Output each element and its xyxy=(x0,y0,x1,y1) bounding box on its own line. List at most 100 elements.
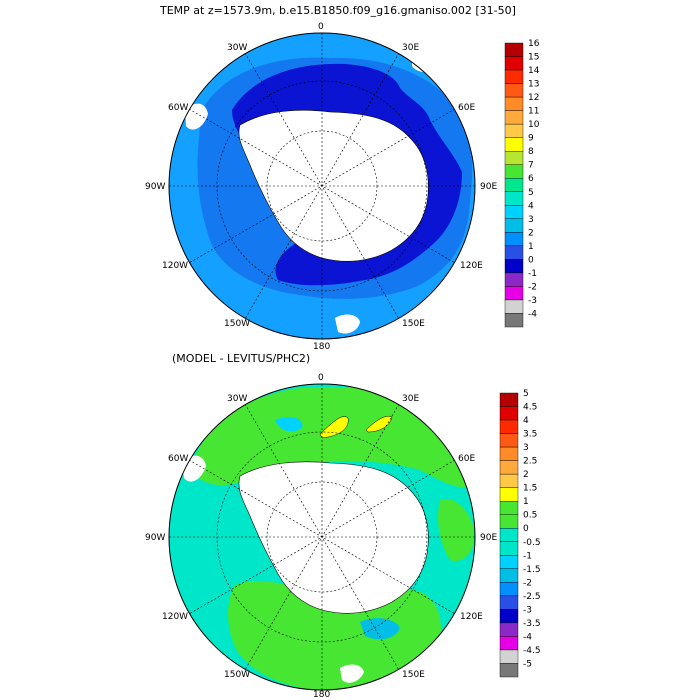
top-colorbar-label-11: 5 xyxy=(528,188,534,198)
top-colorbar-label-15: 1 xyxy=(528,242,534,252)
bottom-lon-60w: 60W xyxy=(168,454,188,464)
top-land-nz xyxy=(335,314,360,334)
bottom-lon-150e: 150E xyxy=(402,670,425,680)
bottom-colorbar-swatch-5 xyxy=(499,460,519,475)
bottom-colorbar-swatch-15 xyxy=(499,595,519,610)
bottom-colorbar-swatch-1 xyxy=(499,406,519,421)
bottom-colorbar-label-1: 4.5 xyxy=(523,403,537,413)
top-graticule xyxy=(169,33,475,339)
top-lon-0: 0 xyxy=(318,22,324,32)
bottom-colorbar-label-16: -3 xyxy=(523,605,532,615)
top-colorbar-label-16: 0 xyxy=(528,255,534,265)
top-colorbar-swatch-13 xyxy=(504,218,524,233)
bottom-colorbar-label-11: -0.5 xyxy=(523,538,541,548)
top-land-sa xyxy=(185,103,208,130)
top-colorbar-label-17: -1 xyxy=(528,269,537,279)
bottom-colorbar-label-6: 2 xyxy=(523,470,529,480)
bottom-colorbar-label-5: 2.5 xyxy=(523,457,537,467)
bottom-colorbar-label-3: 3.5 xyxy=(523,430,537,440)
top-lon-90w: 90W xyxy=(145,182,165,192)
bottom-colorbar-swatch-18 xyxy=(499,636,519,651)
top-colorbar-swatch-6 xyxy=(504,123,524,138)
top-colorbar-label-12: 4 xyxy=(528,201,534,211)
bottom-colorbar-label-9: 0.5 xyxy=(523,511,537,521)
bottom-colorbar-swatch-17 xyxy=(499,622,519,637)
bottom-lon-180: 180 xyxy=(313,690,330,700)
bottom-colorbar-label-8: 1 xyxy=(523,497,529,507)
top-lon-180: 180 xyxy=(313,342,330,352)
top-colorbar-label-6: 10 xyxy=(528,120,540,130)
top-polar-map xyxy=(169,33,475,339)
top-lon-60e: 60E xyxy=(458,103,475,113)
bottom-panel-title: (MODEL - LEVITUS/PHC2) xyxy=(172,352,310,365)
bottom-lon-30w: 30W xyxy=(227,394,247,404)
bottom-lon-120e: 120E xyxy=(460,612,483,622)
top-colorbar-label-2: 14 xyxy=(528,66,540,76)
bottom-colorbar-swatch-6 xyxy=(499,473,519,488)
top-lon-150w: 150W xyxy=(224,319,250,329)
bottom-colorbar-swatch-12 xyxy=(499,555,519,570)
bottom-land-nz xyxy=(340,664,364,683)
top-lon-30e: 30E xyxy=(402,43,419,53)
bottom-colorbar-swatch-13 xyxy=(499,568,519,583)
bottom-colorbar-swatch-8 xyxy=(499,500,519,515)
bottom-colorbar-swatch-19 xyxy=(499,649,519,664)
bottom-yellow-patch-2 xyxy=(365,416,393,433)
top-colorbar-label-18: -2 xyxy=(528,282,537,292)
bottom-colorbar-label-2: 4 xyxy=(523,416,529,426)
top-colorbar-label-10: 6 xyxy=(528,174,534,184)
bottom-antarctica xyxy=(238,461,429,614)
bottom-colorbar-label-18: -4 xyxy=(523,632,532,642)
top-colorbar-swatch-15 xyxy=(504,245,524,260)
top-colorbar-swatch-10 xyxy=(504,178,524,192)
bottom-colorbar-swatch-4 xyxy=(499,446,519,461)
top-lon-60w: 60W xyxy=(168,103,188,113)
top-lon-90e: 90E xyxy=(480,182,497,192)
top-colorbar-swatch-20 xyxy=(504,313,524,328)
top-colorbar-label-9: 7 xyxy=(528,161,534,171)
bottom-map-border xyxy=(168,383,476,691)
top-colorbar-label-7: 9 xyxy=(528,134,534,144)
top-colorbar-swatch-12 xyxy=(504,205,524,220)
bottom-colorbar-swatch-7 xyxy=(499,487,519,502)
bottom-lon-150w: 150W xyxy=(224,670,250,680)
top-colorbar-swatch-2 xyxy=(504,69,524,84)
bottom-yellow-patch-1 xyxy=(319,416,349,439)
top-colorbar-swatch-1 xyxy=(504,56,524,71)
bottom-blue-patch-1 xyxy=(360,618,400,640)
bottom-colorbar-swatch-16 xyxy=(499,609,519,624)
top-colorbar-swatch-7 xyxy=(504,137,524,152)
bottom-colorbar-label-0: 5 xyxy=(523,389,529,399)
top-colorbar-swatch-19 xyxy=(504,299,524,314)
top-colorbar-swatch-16 xyxy=(504,259,524,274)
top-colorbar-label-8: 8 xyxy=(528,147,534,157)
bottom-colorbar-label-20: -5 xyxy=(523,659,532,669)
bottom-polar-map xyxy=(169,384,475,690)
top-map-border xyxy=(168,32,476,340)
top-colorbar-label-5: 11 xyxy=(528,107,539,117)
bottom-colorbar-swatch-11 xyxy=(499,541,519,556)
bottom-lon-60e: 60E xyxy=(458,454,475,464)
bottom-lon-0: 0 xyxy=(318,373,324,383)
bottom-colorbar-swatch-0 xyxy=(499,392,519,407)
bottom-colorbar-swatch-20 xyxy=(499,663,519,678)
bottom-colorbar-label-19: -4.5 xyxy=(523,646,541,656)
top-colorbar-swatch-18 xyxy=(504,286,524,301)
bottom-lon-30e: 30E xyxy=(402,394,419,404)
bottom-colorbar-label-15: -2.5 xyxy=(523,592,541,602)
bottom-colorbar-swatch-10 xyxy=(499,528,519,542)
top-colorbar-swatch-5 xyxy=(504,110,524,125)
top-colorbar-label-19: -3 xyxy=(528,296,537,306)
bottom-longitude-labels: 0 30E 60E 90E 120E 150E 180 150W 120W 90… xyxy=(145,373,497,700)
top-colorbar-swatch-14 xyxy=(504,232,524,247)
top-colorbar-swatch-17 xyxy=(504,272,524,287)
bottom-colorbar-label-7: 1.5 xyxy=(523,484,537,494)
top-colorbar-swatch-9 xyxy=(504,164,524,179)
top-lon-30w: 30W xyxy=(227,43,247,53)
top-colorbar-label-4: 12 xyxy=(528,93,539,103)
bottom-lon-90e: 90E xyxy=(480,533,497,543)
bottom-colorbar-label-14: -2 xyxy=(523,578,532,588)
bottom-graticule xyxy=(169,384,475,690)
